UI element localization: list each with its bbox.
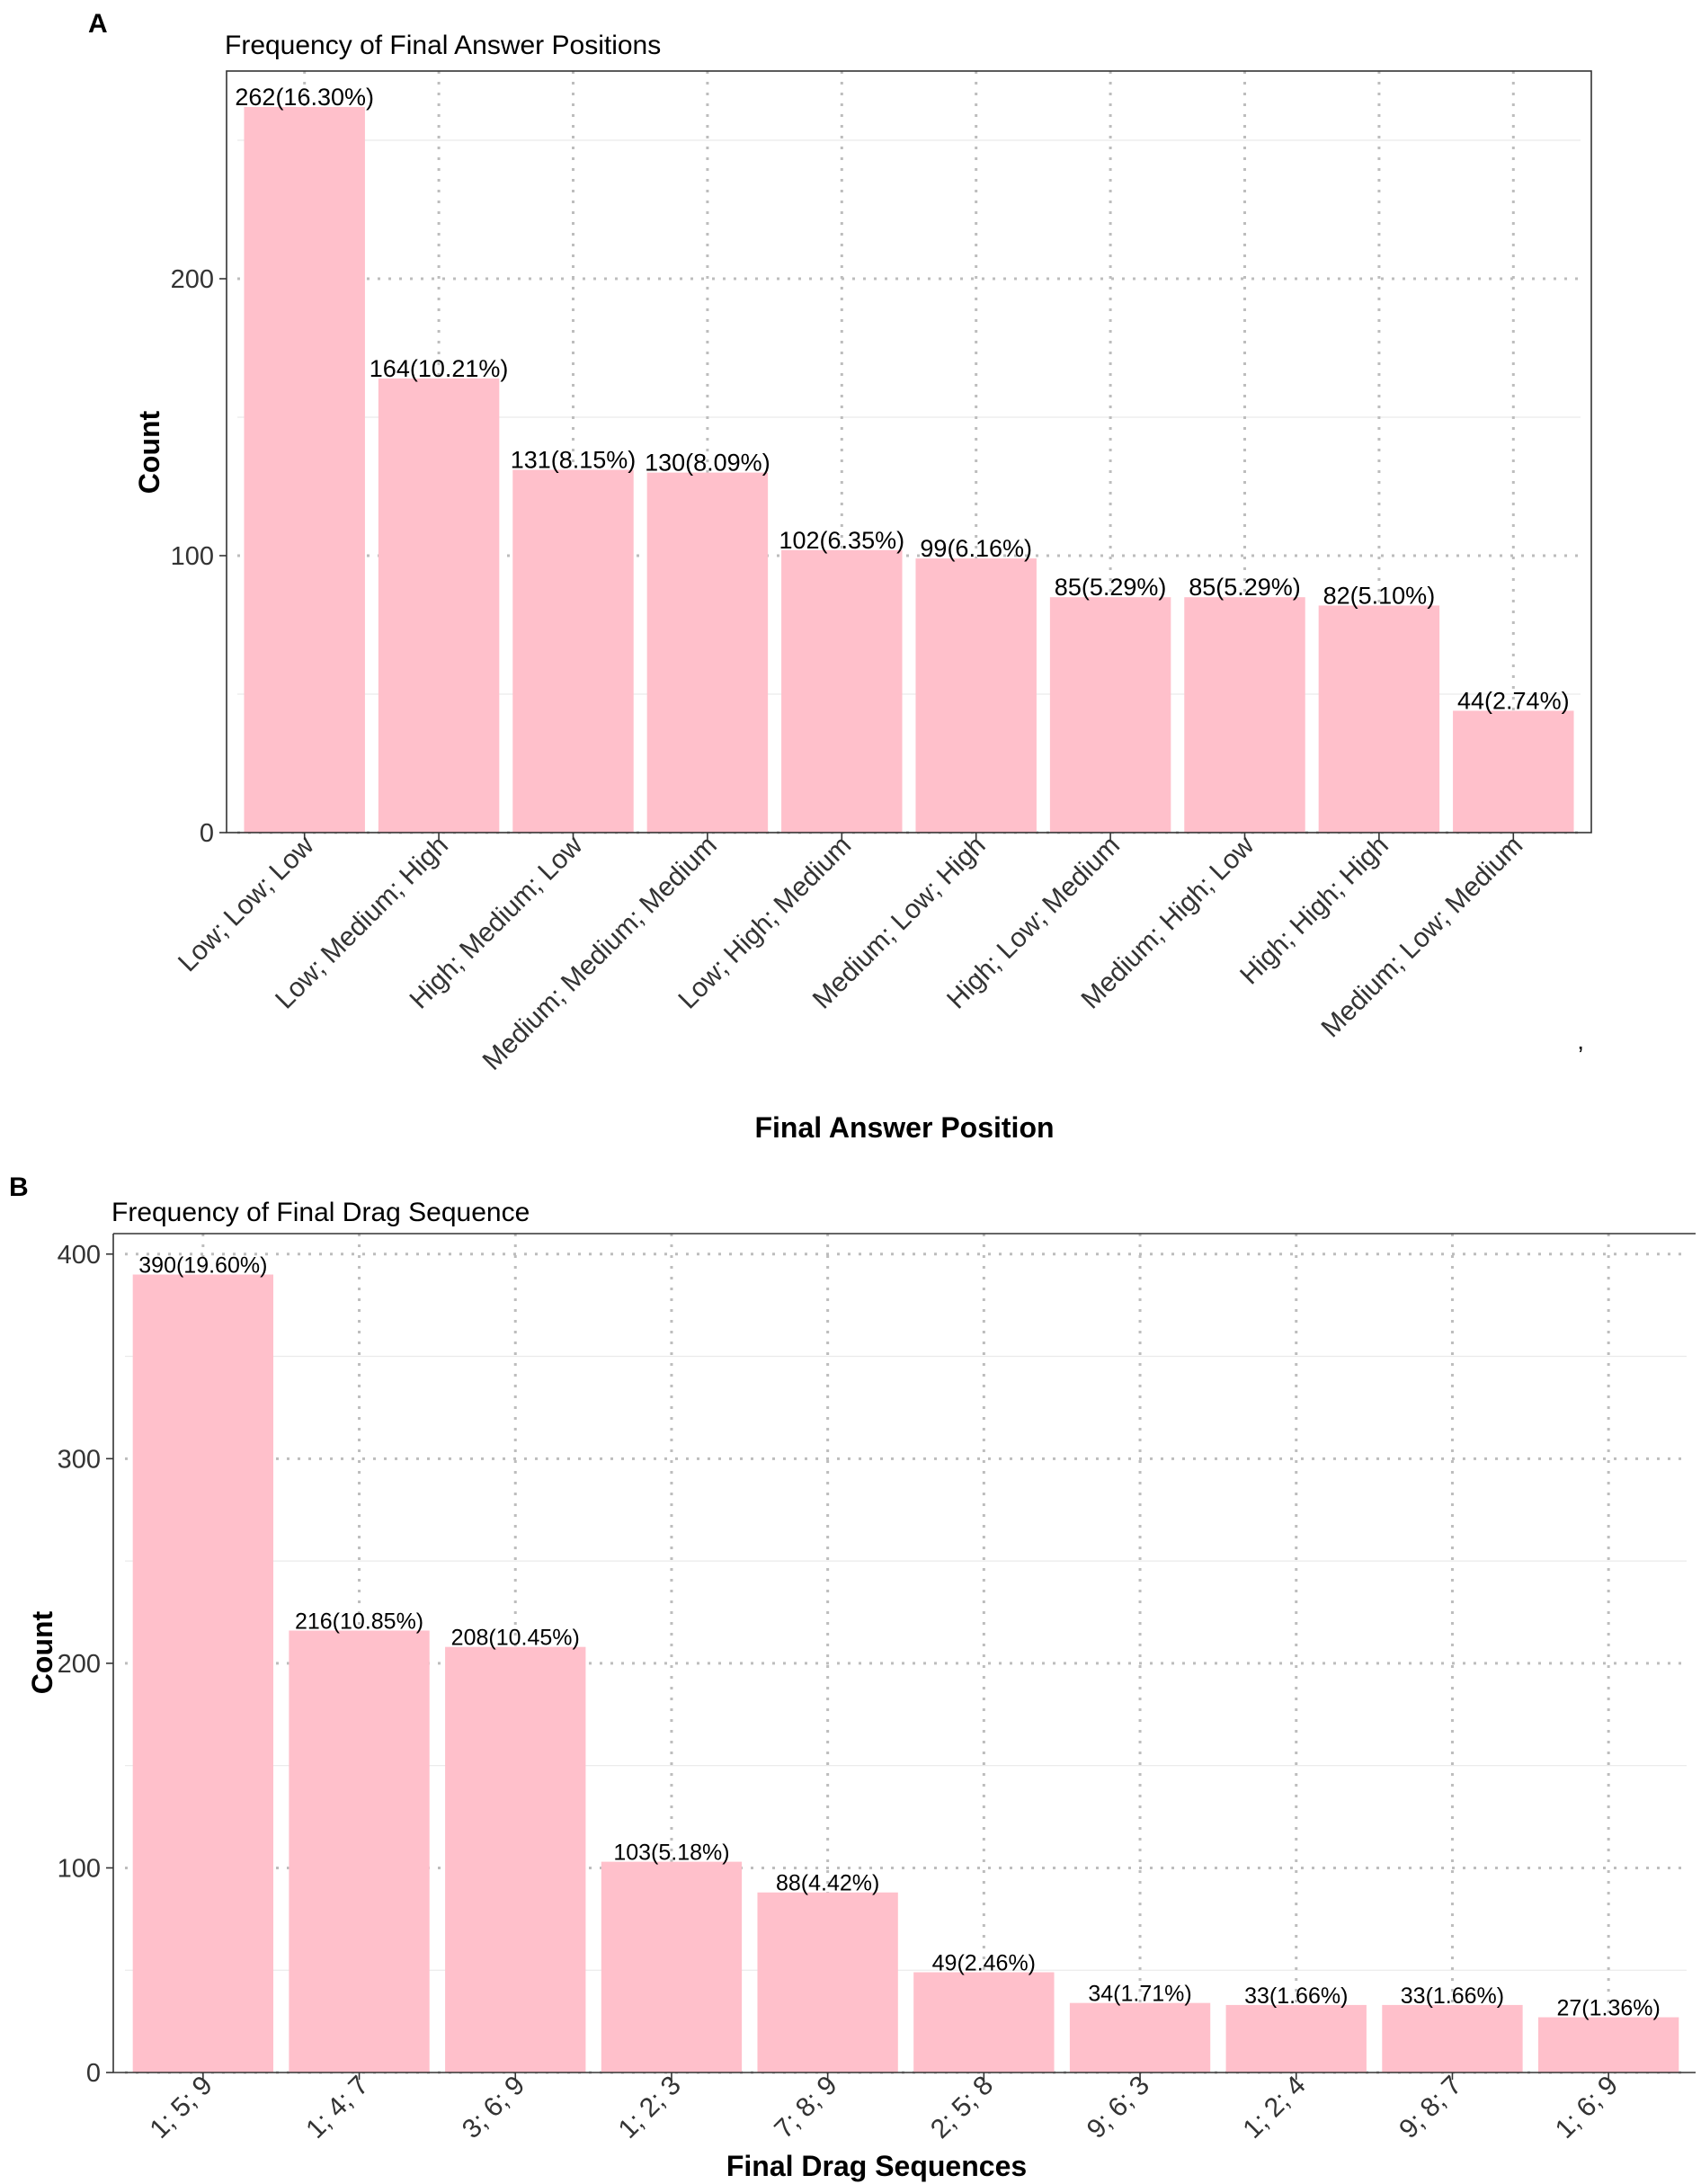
bar <box>1453 710 1574 833</box>
bar-data-label: 99(6.16%) <box>920 535 1032 562</box>
x-tick-label: 3; 6; 9 <box>457 2071 530 2144</box>
bar-data-label: 131(8.15%) <box>511 447 637 474</box>
x-tick-label: 2; 5; 8 <box>925 2071 999 2144</box>
bar-data-label: 208(10.45%) <box>451 1626 580 1651</box>
y-tick-label: 100 <box>58 1854 101 1883</box>
bar-data-label: 103(5.18%) <box>613 1841 729 1866</box>
x-tick-label: 1; 6; 9 <box>1550 2071 1624 2144</box>
bar-data-label: 164(10.21%) <box>370 355 509 382</box>
y-tick-label: 300 <box>58 1445 101 1474</box>
bar <box>646 472 769 833</box>
y-tick-label: 200 <box>171 265 214 294</box>
x-tick-label: Medium; Medium; Medium <box>477 831 723 1076</box>
bar <box>512 469 634 833</box>
chart-b-bars <box>132 1274 1679 2073</box>
bar <box>757 1892 898 2073</box>
bar-data-label: 216(10.85%) <box>295 1609 423 1634</box>
stray-mark: ’ <box>1578 1041 1583 1069</box>
panel-b-letter: B <box>9 1172 29 1202</box>
x-tick-label: High; High; High <box>1234 831 1394 991</box>
bar <box>378 378 500 833</box>
bar <box>913 1972 1055 2073</box>
bar-data-label: 27(1.36%) <box>1556 1996 1660 2021</box>
panel-a-letter: A <box>88 9 108 39</box>
bar-data-label: 88(4.42%) <box>776 1871 879 1896</box>
bar <box>244 107 365 833</box>
bar <box>1049 597 1171 833</box>
chart-a-y-ticks: 0 100 200 <box>171 265 227 848</box>
bar-data-label: 85(5.29%) <box>1189 574 1301 601</box>
chart-b-title: Frequency of Final Drag Sequence <box>111 1198 530 1227</box>
bar <box>601 1861 743 2073</box>
x-tick-label: 1; 5; 9 <box>144 2071 218 2144</box>
bar-data-label: 34(1.71%) <box>1088 1982 1191 2007</box>
bar-data-label: 262(16.30%) <box>235 84 374 111</box>
bar-data-label: 102(6.35%) <box>779 527 905 554</box>
bar <box>1184 597 1305 833</box>
bar-data-label: 82(5.10%) <box>1323 582 1436 609</box>
chart-b-x-axis-title: Final Drag Sequences <box>726 2150 1027 2182</box>
x-tick-label: 7; 8; 9 <box>769 2071 842 2144</box>
panel-a: A Frequency of Final Answer Positions 26… <box>88 9 1592 1144</box>
y-tick-label: 200 <box>58 1650 101 1679</box>
x-tick-label: 9; 6; 3 <box>1082 2071 1155 2144</box>
chart-a-data-labels: 262(16.30%) 164(10.21%) 131(8.15%) 130(8.09… <box>235 84 1569 714</box>
chart-b-y-ticks: 0 100 200 300 400 <box>58 1241 113 2088</box>
bar <box>781 549 903 833</box>
bar-data-label: 130(8.09%) <box>645 450 770 477</box>
chart-b-y-axis-title: Count <box>26 1610 58 1694</box>
x-tick-label: 1; 2; 4 <box>1237 2071 1311 2144</box>
chart-a-x-axis-title: Final Answer Position <box>754 1111 1054 1144</box>
bar-data-label: 85(5.29%) <box>1055 574 1167 601</box>
x-tick-label: 1; 2; 3 <box>613 2071 687 2144</box>
chart-b-data-labels: 390(19.60%) 216(10.85%) 208(10.45%) 103(5.1… <box>138 1253 1661 2021</box>
bar-data-label: 390(19.60%) <box>138 1253 267 1279</box>
y-tick-label: 100 <box>171 542 214 571</box>
bar <box>1225 2004 1367 2073</box>
bar <box>289 1630 430 2073</box>
bar <box>1537 2017 1679 2073</box>
bar <box>445 1646 586 2073</box>
chart-a-bars <box>244 107 1574 833</box>
y-tick-label: 0 <box>200 819 214 848</box>
chart-b-x-ticks: 1; 5; 9 1; 4; 7 3; 6; 9 1; 2; 3 7; 8; 9 2; 5;… <box>144 2071 1624 2144</box>
bar-data-label: 33(1.66%) <box>1401 1983 1504 2009</box>
x-tick-label: 9; 8; 7 <box>1394 2071 1467 2144</box>
bar <box>132 1274 274 2073</box>
bar <box>1382 2004 1523 2073</box>
chart-a-y-axis-title: Count <box>133 410 165 494</box>
x-tick-label: 1; 4; 7 <box>300 2071 374 2144</box>
x-tick-label: Low; Low; Low <box>173 830 320 977</box>
chart-a-frame <box>226 70 1592 833</box>
bar-data-label: 49(2.46%) <box>932 1950 1036 1975</box>
bar <box>1069 2002 1211 2073</box>
bar <box>915 558 1037 833</box>
y-tick-label: 0 <box>86 2059 101 2088</box>
chart-a-title: Frequency of Final Answer Positions <box>225 31 661 60</box>
panel-b: B Frequency of Final Drag Sequence 390(1… <box>9 1172 1696 2182</box>
bar-data-label: 44(2.74%) <box>1457 687 1570 714</box>
bar-data-label: 33(1.66%) <box>1244 1983 1348 2009</box>
y-tick-label: 400 <box>58 1241 101 1270</box>
bar <box>1318 605 1440 833</box>
